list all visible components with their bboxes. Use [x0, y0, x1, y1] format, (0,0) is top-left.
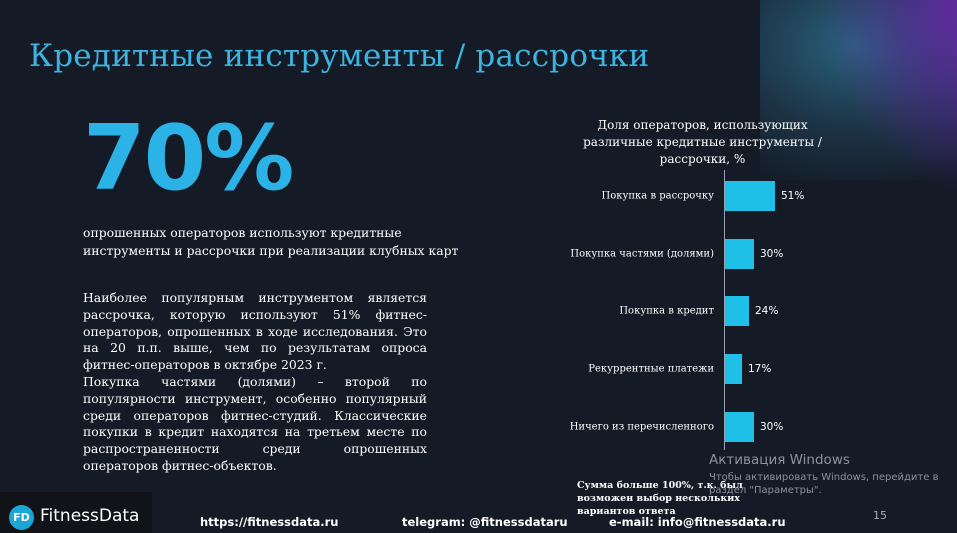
bar: [725, 412, 754, 442]
paragraph: Наиболее популярным инструментом являетс…: [83, 290, 427, 373]
value-label: 30%: [760, 248, 784, 260]
background-glow-purple: [820, 0, 957, 200]
body-text: Наиболее популярным инструментом являетс…: [83, 290, 427, 475]
value-label: 24%: [755, 305, 779, 317]
category-label: Рекуррентные платежи: [588, 363, 714, 375]
fitnessdata-logo-icon: FD: [9, 505, 34, 530]
bar: [725, 354, 742, 384]
value-label: 17%: [748, 363, 772, 375]
chart-title: Доля операторов, использующих различные …: [583, 118, 822, 166]
bar: [725, 296, 749, 326]
email-link[interactable]: e-mail: info@fitnessdata.ru: [609, 515, 786, 529]
category-label: Покупка в кредит: [619, 305, 714, 317]
bar: [725, 181, 775, 211]
bar: [725, 239, 754, 269]
chart-footnote: Сумма больше 100%, т.к. был возможен выб…: [577, 479, 787, 518]
paragraph: Покупка частями (долями) – второй по поп…: [83, 373, 427, 473]
windows-activation-watermark: Активация Windows Чтобы активировать Win…: [709, 452, 957, 497]
logo-text: FitnessData: [40, 506, 140, 526]
website-link[interactable]: https://fitnessdata.ru: [200, 515, 339, 529]
category-label: Покупка в рассрочку: [601, 190, 714, 202]
slide-title: Кредитные инструменты / рассрочки: [29, 38, 650, 74]
telegram-link[interactable]: telegram: @fitnessdataru: [402, 515, 568, 529]
headline-caption: опрошенных операторов используют кредитн…: [83, 225, 459, 258]
watermark-title: Активация Windows: [709, 452, 850, 468]
watermark-text: Чтобы активировать Windows, перейдите в …: [709, 472, 939, 496]
value-label: 30%: [760, 421, 784, 433]
page-number: 15: [873, 509, 887, 522]
headline-percentage: 70%: [83, 106, 294, 211]
chart-axis-line: [724, 170, 725, 450]
footnote-text: Сумма больше 100%, т.к. был возможен выб…: [577, 480, 743, 517]
category-label: Покупка частями (долями): [570, 248, 714, 260]
category-label: Ничего из перечисленного: [569, 421, 714, 433]
value-label: 51%: [781, 190, 805, 202]
